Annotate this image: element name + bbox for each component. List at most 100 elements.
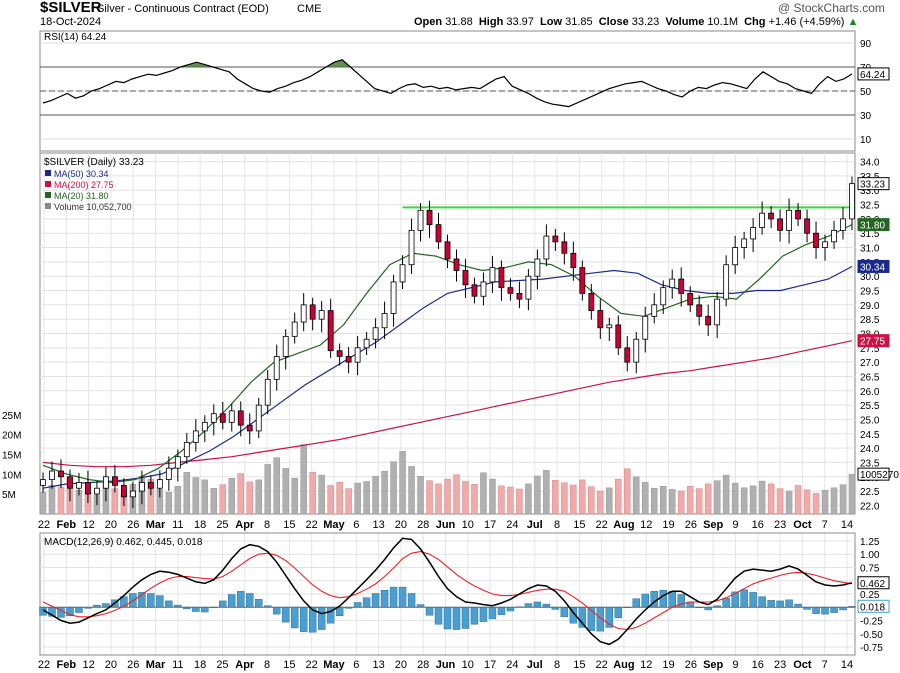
price-candle — [714, 291, 721, 339]
candle-body — [642, 315, 649, 340]
x-tick-label: Jul — [527, 519, 543, 531]
macd-x-tick-label: 19 — [662, 659, 674, 671]
contract-name: Silver - Continuous Contract (EOD) — [97, 3, 269, 15]
macd-x-tick-label: 22 — [38, 659, 50, 671]
candle-body — [831, 229, 837, 243]
macd-hist-last-value-box — [857, 599, 890, 613]
macd-x-tick-label: 11 — [172, 659, 183, 671]
price-candle — [633, 332, 640, 374]
price-tick-label: 34.0 — [860, 158, 880, 169]
x-tick-label: Jun — [436, 519, 456, 531]
candle-body — [777, 218, 783, 231]
macd-histogram-bar — [821, 607, 829, 615]
x-tick-label: 26 — [127, 519, 139, 531]
volume-bar — [354, 482, 361, 515]
price-candle — [210, 404, 217, 436]
price-candle — [696, 295, 703, 326]
candle-body — [354, 347, 361, 363]
macd-histogram-bar — [281, 607, 290, 623]
price-candle — [40, 472, 46, 493]
candle-body — [138, 482, 145, 492]
x-tick-label: 8 — [264, 519, 270, 531]
candle-body — [309, 304, 316, 320]
volume-bar — [210, 487, 218, 515]
macd-x-tick-label: 8 — [554, 659, 560, 671]
macd-legend-text: MACD(12,26,9) 0.462, 0.445, 0.018 — [44, 537, 203, 548]
candle-body — [94, 487, 100, 495]
candle-body — [498, 267, 505, 289]
candle-body — [417, 209, 424, 231]
macd-histogram-bar — [758, 596, 766, 608]
macd-histogram-bar — [443, 607, 452, 630]
volume-bar — [282, 468, 289, 515]
up-arrow-icon: ▲ — [847, 16, 859, 28]
macd-x-tick-label: 14 — [841, 659, 853, 671]
candle-body — [624, 347, 631, 363]
macd-tick-label: 0.75 — [860, 563, 880, 574]
chg-label: Chg — [744, 16, 766, 28]
macd-histogram-bar — [102, 603, 110, 608]
volume-bar — [291, 478, 298, 515]
macd-x-tick-label: 12 — [82, 659, 94, 671]
candle-body — [597, 310, 604, 329]
volume-bar — [489, 478, 496, 515]
price-candle — [525, 269, 532, 311]
macd-tick-label: -0.50 — [860, 630, 883, 641]
price-candle — [669, 269, 676, 299]
candle-body — [219, 413, 226, 423]
rsi-tick-label: 10 — [860, 135, 872, 146]
volume-bar — [713, 480, 721, 515]
price-candle — [129, 481, 136, 508]
x-tick-label: Aug — [613, 519, 634, 531]
macd-x-tick-label: 10 — [462, 659, 474, 671]
macd-histogram-bar — [371, 593, 380, 608]
volume-bar — [650, 487, 658, 515]
macd-histogram-bar — [219, 600, 227, 608]
macd-histogram-bar — [641, 593, 650, 608]
macd-line — [42, 537, 853, 646]
macd-tick-label: 1.00 — [860, 550, 880, 561]
price-candle — [849, 176, 855, 231]
price-candle — [831, 220, 837, 249]
macd-histogram-bar — [165, 600, 173, 608]
macd-histogram-bar — [228, 594, 236, 608]
candle-body — [768, 212, 774, 220]
candle-body — [687, 292, 694, 306]
close-label: Close — [598, 16, 629, 28]
x-tick-label: Mar — [146, 519, 166, 531]
price-candle — [480, 272, 487, 306]
price-tick-label: 27.5 — [860, 344, 880, 355]
volume-last-value-box — [857, 467, 890, 481]
rsi-last-value-box — [857, 67, 890, 81]
price-tick-label: 29.5 — [860, 287, 880, 298]
volume-tick-label: 20M — [2, 431, 21, 442]
volume-bar — [435, 483, 442, 515]
macd-x-tick-label: Apr — [235, 659, 255, 671]
price-candle — [399, 255, 406, 290]
candle-body — [103, 476, 109, 489]
candle-body — [318, 310, 325, 320]
x-tick-label: 17 — [484, 519, 496, 531]
volume-bar — [444, 478, 451, 515]
candle-body — [210, 413, 217, 423]
candle-body — [606, 324, 613, 329]
macd-x-tick-label: 17 — [484, 659, 496, 671]
x-tick-label: 19 — [662, 519, 674, 531]
x-tick-label: 28 — [417, 519, 429, 531]
price-candle — [85, 470, 91, 504]
price-candle — [534, 249, 541, 290]
open-value: 31.88 — [445, 16, 473, 28]
volume-bar — [480, 472, 487, 515]
high-label: High — [478, 16, 504, 28]
candle-body — [67, 476, 73, 489]
macd-histogram-bar — [506, 607, 515, 612]
candle-body — [741, 238, 748, 248]
price-candle — [615, 315, 622, 355]
price-candle — [606, 317, 613, 341]
volume-bar — [552, 480, 559, 515]
candle-body — [363, 338, 370, 349]
volume-bar — [228, 478, 236, 515]
volume-bar — [237, 473, 245, 515]
x-tick-label: 16 — [752, 519, 764, 531]
